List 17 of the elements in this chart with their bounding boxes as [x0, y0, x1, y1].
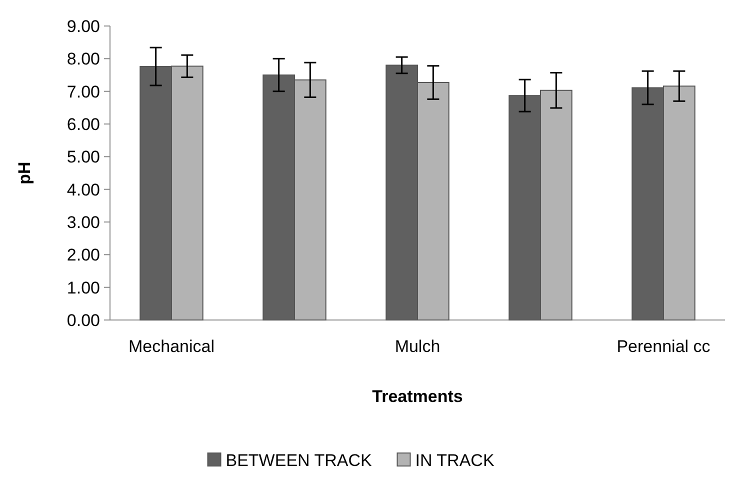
legend-label: BETWEEN TRACK: [226, 450, 373, 470]
y-tick-label: 3.00: [66, 212, 100, 232]
legend-label: IN TRACK: [415, 450, 495, 470]
y-tick-label: 0.00: [66, 310, 100, 330]
x-axis-title: Treatments: [372, 387, 463, 406]
y-tick-label: 5.00: [66, 148, 100, 167]
y-axis-title: pH: [15, 162, 34, 184]
y-tick-label: 8.00: [66, 50, 100, 69]
y-tick-label: 9.00: [66, 16, 100, 36]
y-tick-label: 6.00: [66, 114, 100, 134]
y-tick-label: 7.00: [66, 82, 100, 102]
y-tick-label: 4.00: [66, 180, 100, 200]
y-tick-label: 1.00: [66, 278, 100, 298]
x-tick-label: Mulch: [394, 337, 440, 356]
x-tick-label: Mechanical: [128, 337, 214, 356]
y-tick-label: 2.00: [66, 246, 100, 265]
x-tick-label: Perennial cc: [616, 337, 711, 356]
